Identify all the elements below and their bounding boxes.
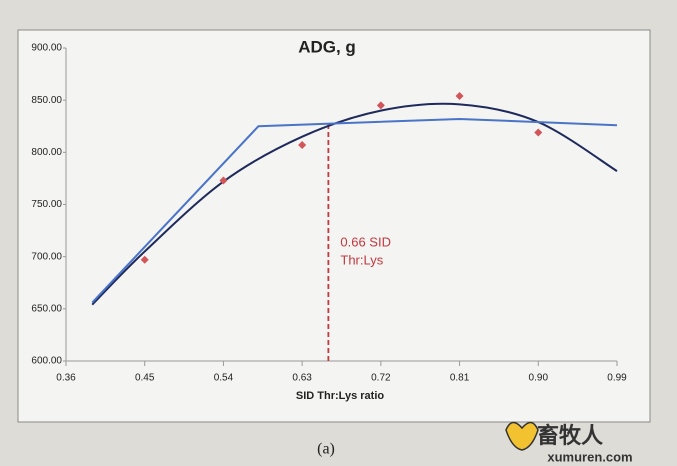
x-tick-label: 0.72 [371, 373, 391, 384]
watermark-logo [505, 421, 539, 451]
x-tick-label: 0.45 [135, 373, 155, 384]
y-tick-label: 850.00 [31, 95, 62, 106]
series-line [91, 117, 618, 304]
x-tick-label: 0.54 [214, 373, 234, 384]
caption: (a) [317, 441, 335, 458]
chart-frame [17, 29, 651, 423]
chart-title: ADG, g [298, 37, 356, 56]
y-tick-label: 750.00 [31, 199, 62, 210]
x-axis-label: SID Thr:Lys ratio [296, 390, 384, 402]
x-tick-label: 0.90 [529, 373, 549, 384]
y-tick-label: 700.00 [31, 251, 62, 262]
data-point [298, 141, 307, 150]
y-tick-label: 650.00 [31, 303, 62, 314]
data-point [376, 101, 385, 110]
x-tick-label: 0.63 [292, 373, 312, 384]
y-tick-label: 600.00 [31, 356, 62, 367]
data-point [455, 91, 464, 100]
annotation: Thr:Lys [340, 252, 383, 267]
x-tick-label: 0.36 [56, 373, 76, 384]
x-tick-label: 0.81 [450, 373, 470, 384]
data-point [219, 176, 228, 185]
watermark-url: xumuren.com [547, 449, 632, 464]
data-point [534, 128, 543, 137]
annotation: 0.66 SID [340, 234, 391, 249]
y-tick-label: 800.00 [31, 147, 62, 158]
y-tick-label: 900.00 [31, 43, 62, 54]
data-point [140, 255, 149, 264]
x-tick-label: 0.99 [607, 373, 627, 384]
watermark-name: 畜牧人 [537, 423, 603, 449]
